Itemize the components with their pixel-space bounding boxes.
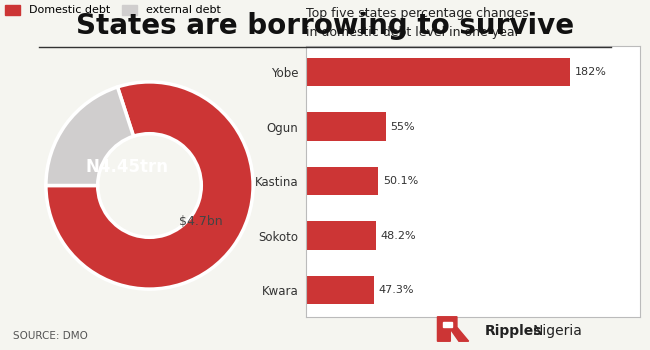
Text: Top five states percentage changes
in domestic debt level in one year: Top five states percentage changes in do… <box>306 7 528 39</box>
Bar <box>306 58 571 86</box>
Text: SOURCE: DMO: SOURCE: DMO <box>13 331 88 341</box>
Text: 47.3%: 47.3% <box>379 285 414 295</box>
Text: 182%: 182% <box>575 67 606 77</box>
Text: Ripples: Ripples <box>484 324 541 338</box>
Legend: Domestic debt, external debt: Domestic debt, external debt <box>5 5 221 15</box>
Text: 48.2%: 48.2% <box>380 231 415 241</box>
Wedge shape <box>46 87 133 186</box>
Polygon shape <box>443 322 452 327</box>
Text: 50.1%: 50.1% <box>383 176 418 186</box>
Bar <box>306 222 376 250</box>
Text: Nigeria: Nigeria <box>533 324 583 338</box>
Text: States are borrowing to survive: States are borrowing to survive <box>76 12 574 40</box>
Text: 55%: 55% <box>390 121 415 132</box>
Text: N4.45trn: N4.45trn <box>85 158 168 176</box>
Bar <box>306 276 374 304</box>
Bar <box>306 112 385 141</box>
Wedge shape <box>46 82 253 289</box>
Bar <box>306 167 378 195</box>
Polygon shape <box>437 317 469 341</box>
Text: $4.7bn: $4.7bn <box>179 215 223 228</box>
